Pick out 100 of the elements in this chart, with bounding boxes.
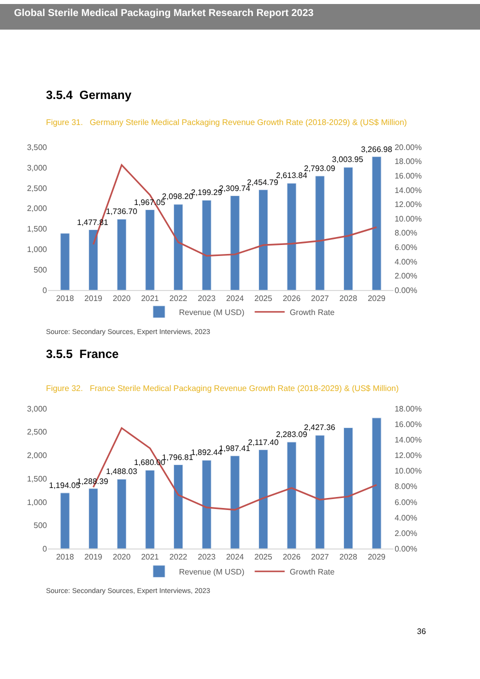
data-label: 1,987.41 <box>219 444 251 453</box>
bar <box>60 492 70 549</box>
bar <box>286 183 296 290</box>
data-label: 3,003.95 <box>332 155 364 164</box>
y2-tick-label: 8.00% <box>394 482 418 492</box>
y-tick-label: 2,500 <box>26 184 48 193</box>
y2-tick-label: 10.00% <box>394 466 422 476</box>
bar <box>174 204 184 290</box>
y-tick-label: 1,000 <box>26 498 48 507</box>
y2-tick-label: 12.00% <box>394 200 422 210</box>
x-tick-label: 2024 <box>226 294 244 303</box>
bar <box>315 435 325 549</box>
x-tick-label: 2024 <box>226 552 244 562</box>
x-tick-label: 2021 <box>141 294 160 303</box>
x-tick-label: 2028 <box>339 552 358 562</box>
y2-tick-label: 8.00% <box>394 228 418 238</box>
y2-tick-label: 14.00% <box>394 186 422 195</box>
y2-tick-label: 18.00% <box>394 157 422 166</box>
y-tick-label: 1,500 <box>26 224 48 234</box>
x-tick-label: 2029 <box>368 294 386 303</box>
x-tick-label: 2021 <box>141 552 160 562</box>
x-tick-label: 2018 <box>56 294 74 303</box>
data-label: 2,427.36 <box>304 423 336 432</box>
data-label: 2,283.09 <box>276 430 308 439</box>
y2-tick-label: 2.00% <box>394 272 418 281</box>
text: 3.5.5 France <box>46 347 120 361</box>
y-tick-label: 2,000 <box>26 451 48 460</box>
bar <box>116 478 126 549</box>
data-label: 2,793.09 <box>304 164 336 173</box>
bar <box>116 218 126 290</box>
text: 36 <box>417 627 426 636</box>
data-label: 2,098.20 <box>162 192 194 201</box>
bar <box>286 442 296 549</box>
data-label: 1,488.03 <box>106 467 138 476</box>
bar <box>258 450 268 549</box>
x-tick-label: 2020 <box>112 294 132 303</box>
bar <box>145 210 155 290</box>
y2-tick-label: 10.00% <box>394 214 422 224</box>
x-tick-label: 2022 <box>169 552 188 562</box>
y-tick-label: 3,500 <box>26 142 48 152</box>
y2-tick-label: 20.00% <box>394 142 422 152</box>
bar <box>258 190 268 290</box>
data-label: 1,796.81 <box>162 453 194 462</box>
x-tick-label: 2019 <box>84 294 103 303</box>
bar <box>88 488 98 549</box>
y2-tick-label: 2.00% <box>394 528 418 538</box>
y2-tick-label: 0.00% <box>394 286 418 295</box>
x-tick-label: 2027 <box>311 294 330 303</box>
y2-tick-label: 0.00% <box>394 544 418 554</box>
legend-label: Growth Rate <box>290 568 336 576</box>
y-tick-label: 3,000 <box>26 163 48 172</box>
bar <box>315 176 325 290</box>
legend-label: Growth Rate <box>290 308 336 317</box>
chart-title: Figure 31. Germany Sterile Medical Packaging Revenue Growth Rate (2018-2029) & (US$ Million) <box>46 118 408 127</box>
x-tick-label: 2027 <box>311 552 330 562</box>
x-tick-label: 2025 <box>254 552 273 562</box>
x-tick-label: 2029 <box>368 552 386 562</box>
legend-label: Revenue (M USD) <box>179 568 245 576</box>
data-label: 2,454.79 <box>247 178 279 187</box>
y2-tick-label: 4.00% <box>394 513 418 522</box>
data-label: 2,117.40 <box>248 438 280 447</box>
y-tick-label: 2,000 <box>26 204 48 214</box>
chart-title: Figure 32. France Sterile Medical Packaging Revenue Growth Rate (2018-2029) & (US$ Million) <box>46 384 399 393</box>
bar <box>88 230 98 290</box>
bar <box>343 167 354 290</box>
y2-tick-label: 12.00% <box>394 451 422 460</box>
y-tick-label: 0 <box>42 286 48 295</box>
bar <box>174 464 184 549</box>
y2-tick-label: 4.00% <box>394 257 418 266</box>
text: Global Sterile Medical Packaging Market Research Report 2023 <box>14 8 314 19</box>
bar <box>343 427 354 549</box>
bar <box>230 195 240 290</box>
x-tick-label: 2028 <box>339 294 358 303</box>
bar <box>202 200 212 290</box>
y-tick-label: 2,500 <box>26 428 48 437</box>
text: 3.5.4 Germany <box>46 88 132 102</box>
x-tick-label: 2025 <box>254 294 273 303</box>
x-tick-label: 2020 <box>112 552 132 562</box>
data-label: 3,266.98 <box>361 145 393 154</box>
x-tick-label: 2018 <box>56 552 74 562</box>
data-label: 2,613.84 <box>276 171 308 180</box>
x-tick-label: 2026 <box>282 294 302 303</box>
y2-tick-label: 14.00% <box>394 436 422 445</box>
y-tick-label: 500 <box>34 521 48 530</box>
y-tick-label: 1,500 <box>26 474 48 484</box>
y-tick-label: 0 <box>42 544 48 554</box>
x-tick-label: 2023 <box>198 294 216 303</box>
bar <box>372 156 382 290</box>
y2-tick-label: 6.00% <box>394 498 418 507</box>
x-tick-label: 2022 <box>169 294 188 303</box>
y-tick-label: 500 <box>34 266 48 275</box>
x-tick-label: 2023 <box>198 552 216 562</box>
data-label: 1,736.70 <box>106 207 138 216</box>
y2-tick-label: 16.00% <box>394 420 422 429</box>
bar <box>202 460 212 549</box>
bar <box>60 233 70 290</box>
bar <box>145 470 155 549</box>
y-tick-label: 3,000 <box>26 404 48 414</box>
y2-tick-label: 6.00% <box>394 243 418 252</box>
legend-label: Revenue (M USD) <box>179 308 245 317</box>
